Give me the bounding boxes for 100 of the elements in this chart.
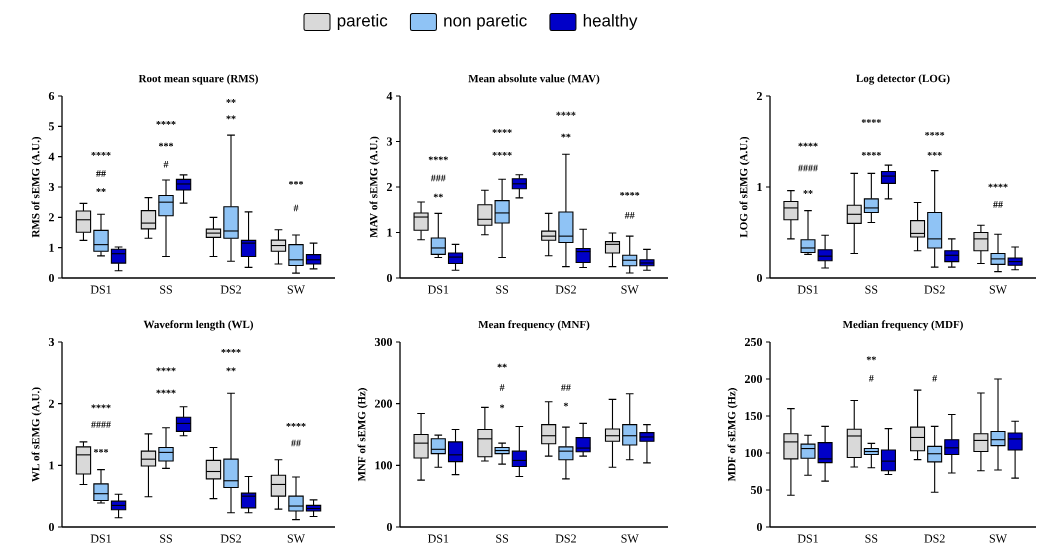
x-tick-label: DS1 (427, 534, 449, 543)
annotation: # (868, 374, 874, 382)
annotation: * (563, 402, 569, 407)
annotation: * (500, 404, 505, 409)
annotation: **** (861, 151, 881, 156)
x-tick-label: DS1 (797, 285, 818, 294)
legend-label: non paretic (444, 14, 527, 30)
annotation: ## (993, 201, 1003, 208)
annotation: ### (430, 174, 446, 182)
y-axis-title: MAV of sEMG (A.U.) (369, 136, 380, 238)
y-axis-title: MDF of sEMG (Hz) (727, 388, 738, 482)
y-tick-label: 100 (375, 461, 393, 470)
annotation: # (499, 384, 505, 391)
annotation: ** (226, 115, 236, 120)
y-tick-label: 0 (386, 522, 393, 532)
y-tick-label: 0 (386, 273, 393, 283)
annotation: ** (226, 367, 236, 372)
annotation: # (163, 161, 169, 168)
annotation: # (293, 204, 299, 212)
annotation: ## (561, 384, 571, 391)
annotation: **** (988, 183, 1008, 188)
annotation: ** (96, 188, 106, 193)
chart-title: Median frequency (MDF) (842, 320, 963, 331)
annotation: **** (492, 129, 512, 133)
x-tick-label: DS2 (220, 285, 241, 294)
y-tick-label: 1 (49, 461, 54, 470)
y-tick-label: 3 (48, 182, 55, 192)
y-tick-label: 0 (48, 522, 55, 532)
annotation: ## (96, 170, 106, 177)
annotation: *** (158, 142, 174, 147)
annotation: **** (428, 156, 448, 161)
annotation: **** (798, 142, 818, 147)
annotation: #### (798, 164, 818, 172)
annotation: **** (156, 389, 176, 394)
chart-title: Log detector (LOG) (856, 74, 950, 85)
y-tick-label: 300 (374, 337, 393, 347)
legend-label: paretic (337, 14, 388, 30)
annotation: **** (221, 349, 241, 353)
y-tick-label: 0 (48, 273, 55, 283)
x-tick-label: DS2 (924, 534, 945, 543)
chart-title: Mean frequency (MNF) (478, 320, 590, 331)
legend-label: healthy (583, 14, 638, 30)
chart-title: Root mean square (RMS) (138, 74, 258, 85)
annotation: **** (925, 131, 945, 136)
x-tick-label: SS (160, 285, 172, 294)
annotation: # (932, 374, 938, 382)
y-tick-label: 0 (756, 273, 763, 283)
x-tick-label: DS1 (427, 285, 449, 294)
x-tick-label: DS1 (90, 534, 111, 543)
x-tick-label: DS2 (555, 285, 576, 294)
y-tick-label: 3 (386, 137, 393, 146)
annotation: #### (91, 421, 111, 428)
annotation: ## (624, 212, 635, 219)
annotation: ** (497, 363, 507, 368)
y-tick-label: 3 (48, 337, 55, 347)
annotation: *** (927, 151, 942, 156)
x-tick-label: SW (287, 285, 305, 294)
annotation: ** (866, 356, 876, 361)
x-tick-label: DS2 (555, 534, 576, 543)
y-tick-label: 150 (745, 411, 763, 421)
annotation: ** (433, 193, 443, 198)
y-axis-title: MNF of sEMG (Hz) (357, 388, 368, 482)
annotation: ** (226, 99, 236, 103)
annotation: **** (156, 367, 176, 372)
y-axis-title: RMS of sEMG (A.U.) (31, 136, 42, 238)
y-tick-label: 0 (756, 522, 763, 532)
annotation: **** (556, 111, 576, 116)
annotation: **** (492, 151, 512, 156)
y-tick-label: 2 (756, 92, 762, 100)
annotation: ** (803, 190, 813, 194)
y-tick-label: 100 (745, 448, 763, 458)
y-axis-title: WL of sEMG (A.U.) (31, 387, 42, 482)
x-tick-label: DS1 (90, 285, 111, 294)
annotation: ## (291, 439, 301, 447)
annotation: *** (288, 181, 304, 185)
x-tick-label: SW (621, 285, 639, 294)
annotation: **** (861, 119, 881, 123)
annotation: **** (620, 191, 640, 196)
y-tick-label: 200 (374, 399, 393, 408)
x-tick-label: SW (989, 534, 1007, 543)
y-tick-label: 4 (386, 92, 393, 100)
x-tick-label: DS2 (924, 285, 945, 294)
x-tick-label: SW (287, 534, 305, 543)
y-tick-label: 200 (744, 374, 763, 384)
x-tick-label: SS (865, 285, 878, 294)
y-axis-title: LOG of sEMG (A.U.) (739, 136, 750, 238)
y-tick-label: 50 (750, 485, 763, 495)
x-tick-label: SW (989, 285, 1007, 294)
y-tick-label: 2 (48, 399, 54, 408)
x-tick-label: SS (496, 285, 509, 294)
y-tick-label: 5 (48, 122, 55, 131)
x-tick-label: SS (496, 534, 509, 543)
y-tick-label: 6 (48, 91, 55, 101)
annotation: **** (91, 151, 111, 156)
x-tick-label: DS2 (220, 534, 241, 543)
y-tick-label: 1 (49, 243, 54, 252)
x-tick-label: SS (865, 534, 878, 543)
x-tick-label: DS1 (797, 534, 818, 543)
chart-title: Waveform length (WL) (143, 320, 254, 331)
annotation: **** (91, 404, 111, 409)
